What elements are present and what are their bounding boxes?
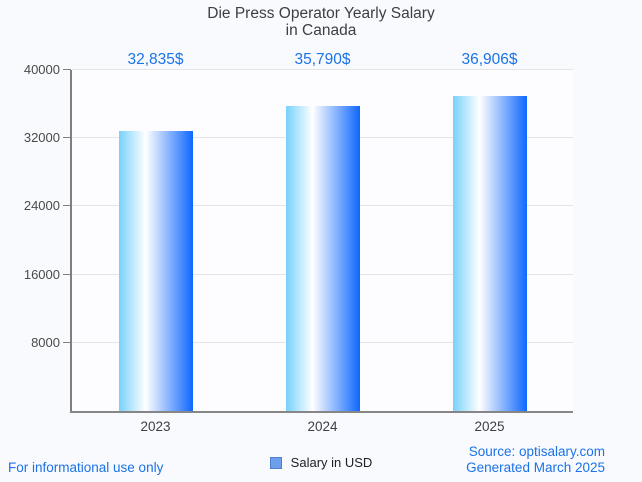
- chart-title-line1: Die Press Operator Yearly Salary: [207, 5, 435, 22]
- legend-marker-icon: [269, 456, 282, 469]
- y-tick-label: 24000: [23, 198, 60, 214]
- chart-title-line2: in Canada: [285, 22, 357, 39]
- bar[interactable]: [285, 105, 360, 411]
- x-tick-label: 2023: [140, 419, 171, 434]
- gridline: [72, 69, 573, 70]
- y-tick: [63, 273, 71, 275]
- y-tick-label: 32000: [23, 130, 60, 146]
- chart-title: Die Press Operator Yearly Salary in Cana…: [0, 5, 642, 39]
- y-tick-label: 16000: [23, 266, 60, 282]
- source-block: Source: optisalary.com Generated March 2…: [466, 444, 605, 476]
- bar[interactable]: [452, 96, 527, 411]
- legend: Salary in USD: [0, 455, 642, 470]
- bar[interactable]: [118, 131, 193, 411]
- source-link[interactable]: Source: optisalary.com: [468, 444, 605, 459]
- x-tick-label: 2024: [307, 419, 338, 434]
- disclaimer-text: For informational use only: [8, 460, 164, 475]
- y-tick-label: 40000: [23, 62, 60, 77]
- y-tick: [63, 69, 71, 70]
- x-tick-label: 2025: [474, 419, 505, 434]
- y-tick: [63, 137, 71, 139]
- generated-date: Generated March 2025: [466, 460, 605, 475]
- plot-area: 8000 16000 24000 32000 40000 32,835$ 2023 35,79…: [24, 52, 573, 434]
- bar-value-label: 36,906$: [461, 51, 518, 68]
- legend-label: Salary in USD: [290, 455, 373, 470]
- bar-value-label: 32,835$: [127, 51, 184, 68]
- y-tick-label: 8000: [31, 334, 60, 350]
- y-tick: [63, 341, 71, 343]
- y-tick: [63, 205, 71, 207]
- bar-value-label: 35,790$: [294, 51, 351, 68]
